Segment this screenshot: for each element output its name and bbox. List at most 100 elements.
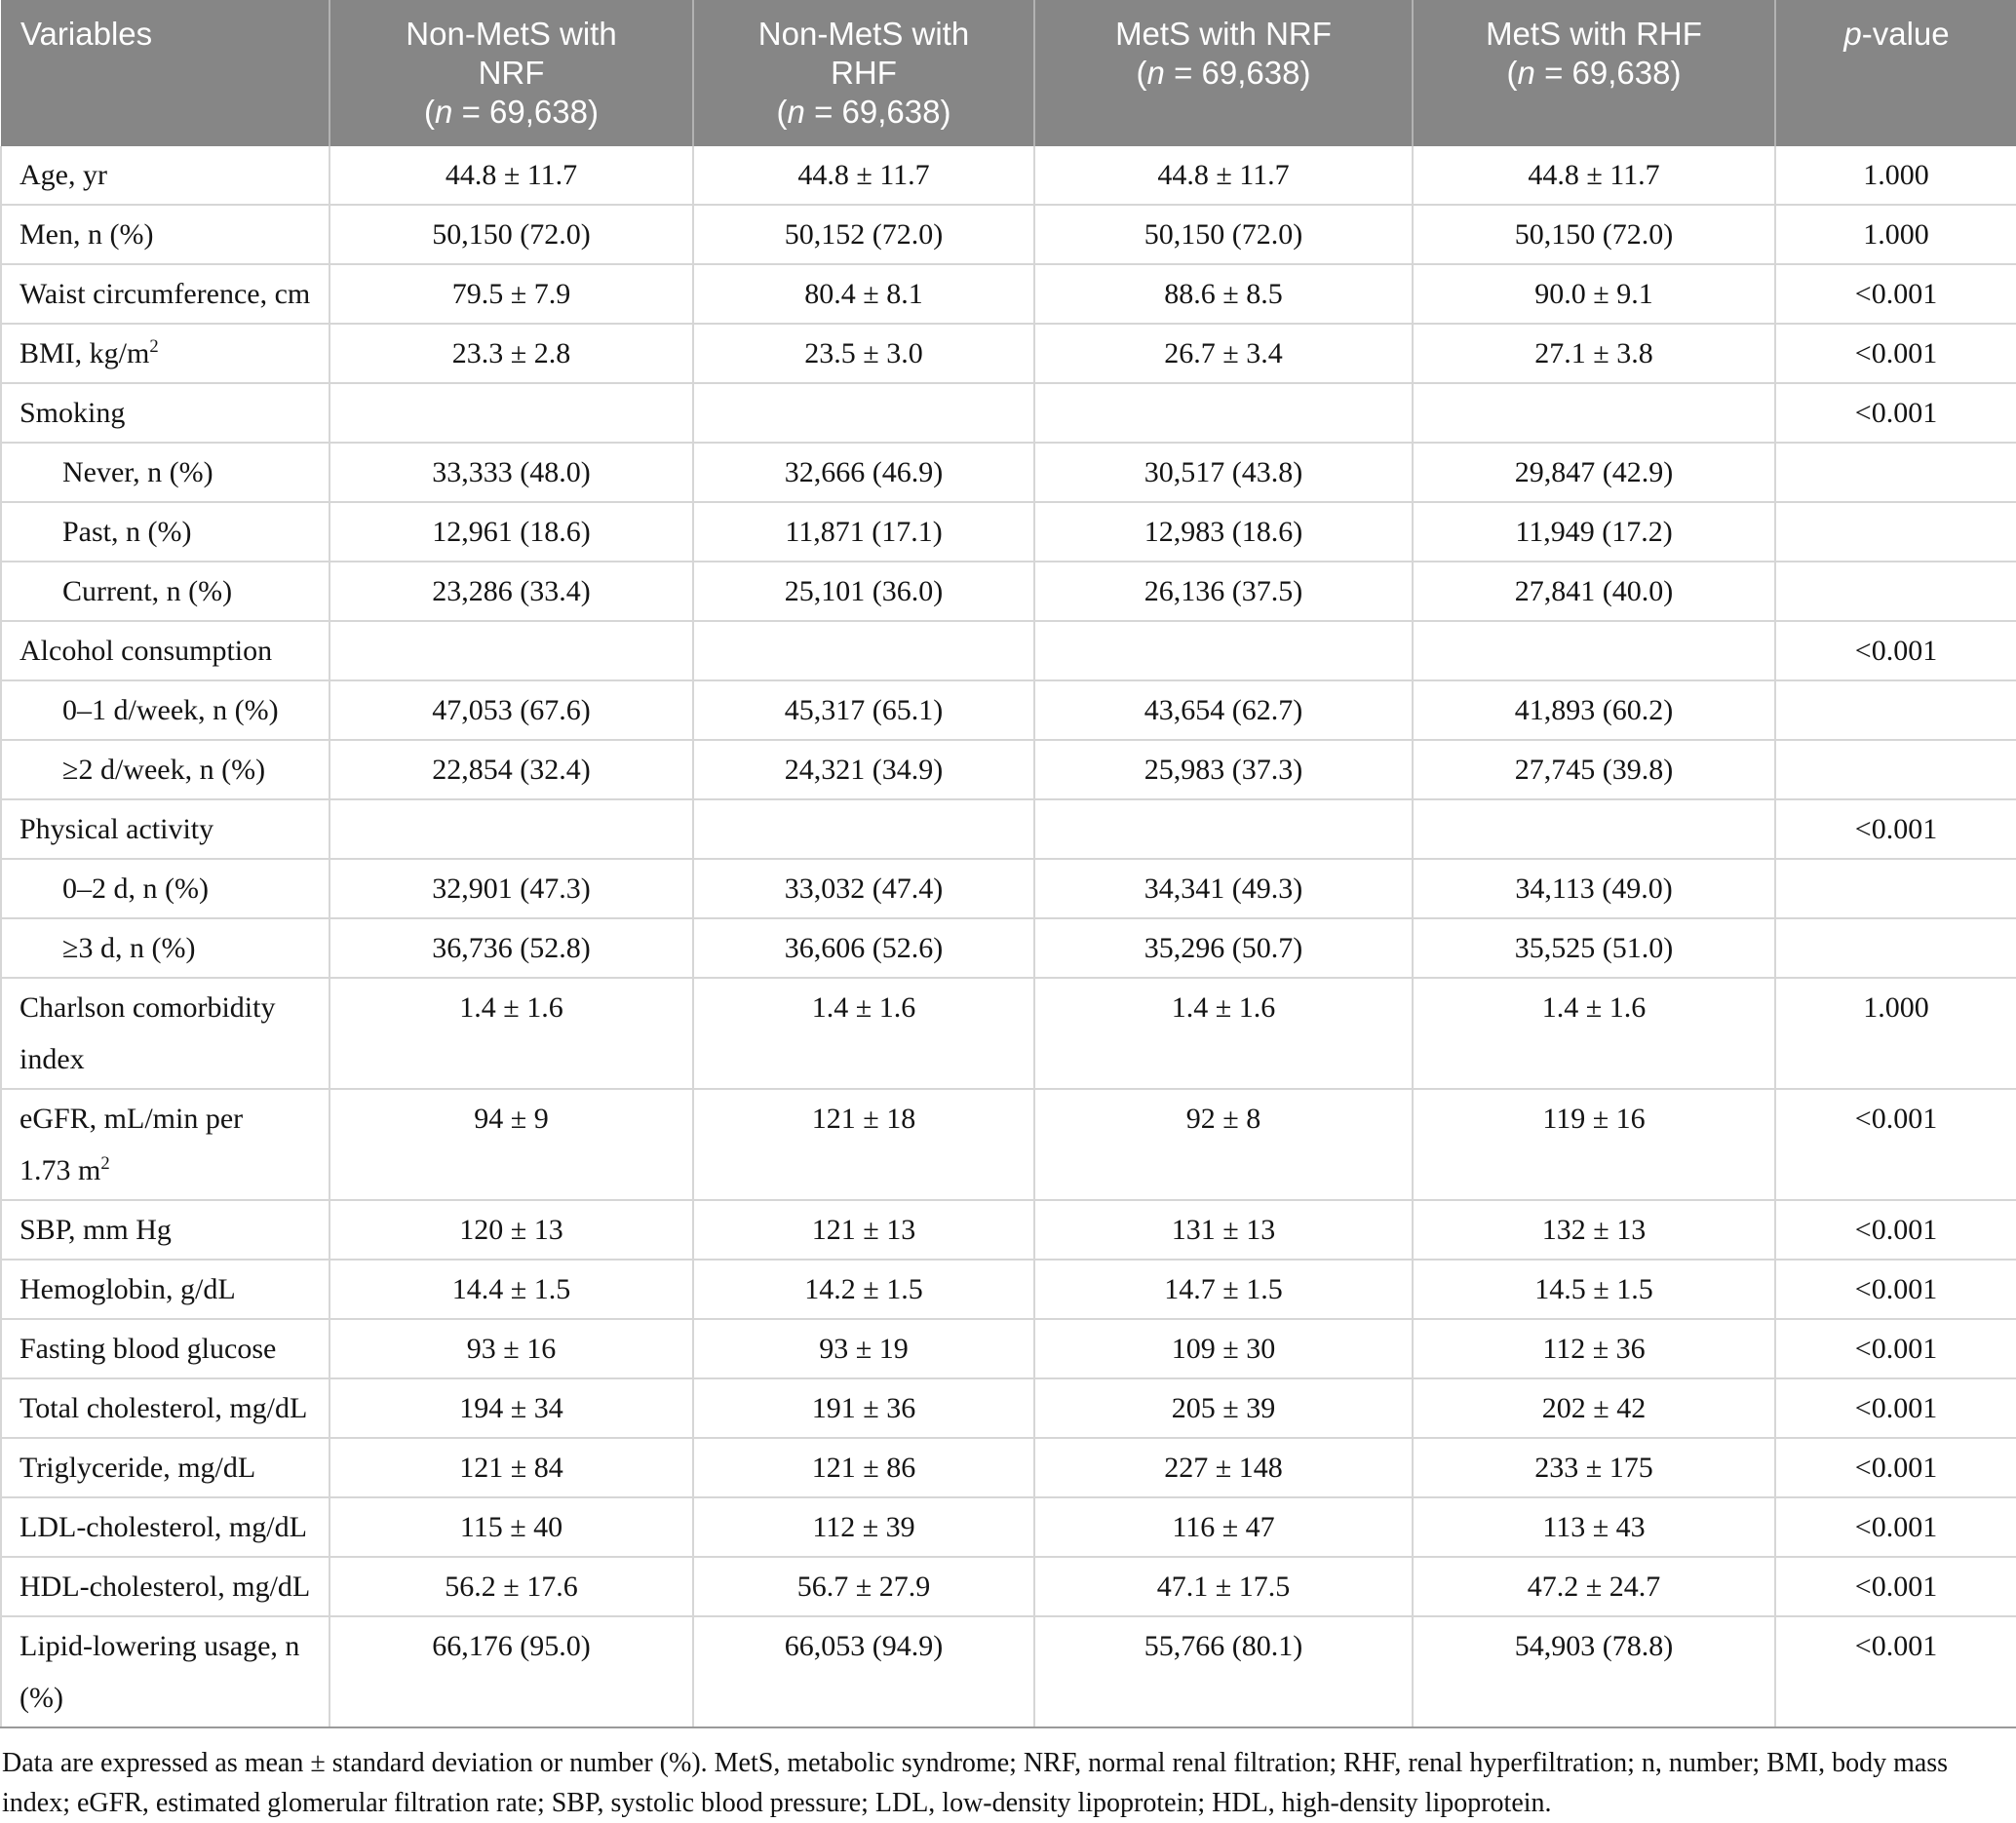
cell-value: 14.5 ± 1.5 — [1412, 1259, 1776, 1320]
table-row: Lipid-lowering usage, n (%) 66,176 (95.0) 6… — [0, 1615, 2016, 1728]
cell-value: 24,321 (34.9) — [692, 739, 1035, 800]
cell-value: 27.1 ± 3.8 — [1412, 323, 1776, 384]
p-value-cell: <0.001 — [1774, 620, 2016, 681]
cell-value: 12,961 (18.6) — [329, 501, 694, 562]
cell-value: 92 ± 8 — [1033, 1088, 1414, 1201]
cell-value: 116 ± 47 — [1033, 1496, 1414, 1558]
row-label: 0–2 d, n (%) — [0, 858, 330, 919]
cell-value: 41,893 (60.2) — [1412, 679, 1776, 741]
cell-value: 30,517 (43.8) — [1033, 442, 1414, 503]
cell-value: 44.8 ± 11.7 — [1033, 146, 1414, 206]
row-label: Never, n (%) — [0, 442, 330, 503]
cell-value: 115 ± 40 — [329, 1496, 694, 1558]
table-row: ≥2 d/week, n (%) 22,854 (32.4) 24,321 (34.… — [0, 739, 2016, 800]
row-label: ≥2 d/week, n (%) — [0, 739, 330, 800]
p-value-cell: <0.001 — [1774, 263, 2016, 325]
p-value-cell: 1.000 — [1774, 977, 2016, 1090]
cell-value — [1033, 382, 1414, 444]
cell-value: 121 ± 84 — [329, 1437, 694, 1498]
table-row: Men, n (%) 50,150 (72.0) 50,152 (72.0) 50,1… — [0, 204, 2016, 265]
p-value-cell: <0.001 — [1774, 1318, 2016, 1379]
cell-value: 1.4 ± 1.6 — [329, 977, 694, 1090]
cell-value: 14.2 ± 1.5 — [692, 1259, 1035, 1320]
cell-value — [329, 382, 694, 444]
cell-value: 191 ± 36 — [692, 1377, 1035, 1439]
cell-value: 45,317 (65.1) — [692, 679, 1035, 741]
row-label: Fasting blood glucose — [0, 1318, 330, 1379]
cell-value: 56.7 ± 27.9 — [692, 1556, 1035, 1617]
column-header: MetS with NRF (n = 69,638) — [1033, 0, 1413, 146]
p-value-cell: <0.001 — [1774, 323, 2016, 384]
cell-value: 132 ± 13 — [1412, 1199, 1776, 1261]
table-row: Charlson comorbidity index 1.4 ± 1.6 1.4 ± … — [0, 977, 2016, 1090]
cell-value — [692, 798, 1035, 860]
cell-value: 113 ± 43 — [1412, 1496, 1776, 1558]
row-label: SBP, mm Hg — [0, 1199, 330, 1261]
p-value-cell: 1.000 — [1774, 146, 2016, 206]
p-value-cell: <0.001 — [1774, 382, 2016, 444]
row-label: Waist circumference, cm — [0, 263, 330, 325]
cell-value: 50,150 (72.0) — [329, 204, 694, 265]
cell-value: 35,525 (51.0) — [1412, 917, 1776, 979]
table-row: Fasting blood glucose 93 ± 16 93 ± 19 109 ±… — [0, 1318, 2016, 1379]
cell-value: 66,053 (94.9) — [692, 1615, 1035, 1728]
p-value-cell: <0.001 — [1774, 1615, 2016, 1728]
column-header: Non-MetS with RHF (n = 69,638) — [692, 0, 1034, 146]
cell-value: 34,113 (49.0) — [1412, 858, 1776, 919]
row-label: Smoking — [0, 382, 330, 444]
cell-value: 44.8 ± 11.7 — [1412, 146, 1776, 206]
table-row: Never, n (%) 33,333 (48.0) 32,666 (46.9) 30… — [0, 442, 2016, 503]
p-value-cell: <0.001 — [1774, 1437, 2016, 1498]
cell-value: 1.4 ± 1.6 — [1033, 977, 1414, 1090]
table-row: Waist circumference, cm 79.5 ± 7.9 80.4 ± … — [0, 263, 2016, 325]
cell-value: 94 ± 9 — [329, 1088, 694, 1201]
cell-value: 29,847 (42.9) — [1412, 442, 1776, 503]
cell-value: 131 ± 13 — [1033, 1199, 1414, 1261]
table-row: Hemoglobin, g/dL 14.4 ± 1.5 14.2 ± 1.5 14.7… — [0, 1259, 2016, 1320]
row-label: eGFR, mL/min per 1.73 m2 — [0, 1088, 330, 1201]
table-row: LDL-cholesterol, mg/dL 115 ± 40 112 ± 39 11… — [0, 1496, 2016, 1558]
p-value-cell: <0.001 — [1774, 1199, 2016, 1261]
p-value-cell — [1774, 442, 2016, 503]
cell-value: 23,286 (33.4) — [329, 561, 694, 622]
cell-value: 36,736 (52.8) — [329, 917, 694, 979]
cell-value — [1033, 620, 1414, 681]
table-footnote: Data are expressed as mean ± standard de… — [2, 1748, 1949, 1818]
cell-value: 14.7 ± 1.5 — [1033, 1259, 1414, 1320]
cell-value: 80.4 ± 8.1 — [692, 263, 1035, 325]
cell-value: 25,101 (36.0) — [692, 561, 1035, 622]
cell-value: 54,903 (78.8) — [1412, 1615, 1776, 1728]
table-row: SBP, mm Hg 120 ± 13 121 ± 13 131 ± 13 132 ± … — [0, 1199, 2016, 1261]
row-label: LDL-cholesterol, mg/dL — [0, 1496, 330, 1558]
cell-value: 202 ± 42 — [1412, 1377, 1776, 1439]
cell-value: 56.2 ± 17.6 — [329, 1556, 694, 1617]
cell-value: 93 ± 16 — [329, 1318, 694, 1379]
cell-value: 119 ± 16 — [1412, 1088, 1776, 1201]
cell-value: 26.7 ± 3.4 — [1033, 323, 1414, 384]
cell-value: 43,654 (62.7) — [1033, 679, 1414, 741]
cell-value — [1412, 620, 1776, 681]
cell-value: 112 ± 39 — [692, 1496, 1035, 1558]
cell-value: 14.4 ± 1.5 — [329, 1259, 694, 1320]
cell-value — [1033, 798, 1414, 860]
cell-value: 44.8 ± 11.7 — [329, 146, 694, 206]
cell-value: 35,296 (50.7) — [1033, 917, 1414, 979]
column-header: MetS with RHF (n = 69,638) — [1412, 0, 1775, 146]
cell-value — [329, 620, 694, 681]
cell-value: 27,745 (39.8) — [1412, 739, 1776, 800]
cell-value: 50,152 (72.0) — [692, 204, 1035, 265]
cell-value: 205 ± 39 — [1033, 1377, 1414, 1439]
table-row: Age, yr 44.8 ± 11.7 44.8 ± 11.7 44.8 ± 11.7… — [0, 146, 2016, 206]
cell-value — [329, 798, 694, 860]
p-value-cell: <0.001 — [1774, 1377, 2016, 1439]
cell-value: 93 ± 19 — [692, 1318, 1035, 1379]
table-row: Alcohol consumption <0.001 — [0, 620, 2016, 681]
cell-value: 1.4 ± 1.6 — [692, 977, 1035, 1090]
row-label: Total cholesterol, mg/dL — [0, 1377, 330, 1439]
cell-value: 32,666 (46.9) — [692, 442, 1035, 503]
cell-value: 121 ± 18 — [692, 1088, 1035, 1201]
cell-value: 55,766 (80.1) — [1033, 1615, 1414, 1728]
p-value-cell — [1774, 858, 2016, 919]
p-value-cell: <0.001 — [1774, 1496, 2016, 1558]
row-label: Hemoglobin, g/dL — [0, 1259, 330, 1320]
